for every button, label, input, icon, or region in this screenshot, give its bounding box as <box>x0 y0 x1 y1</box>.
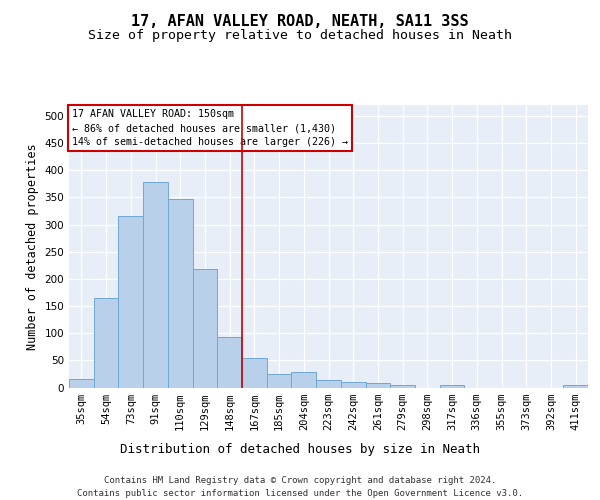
Text: Distribution of detached houses by size in Neath: Distribution of detached houses by size … <box>120 442 480 456</box>
Bar <box>341 382 365 388</box>
Y-axis label: Number of detached properties: Number of detached properties <box>26 143 39 350</box>
Bar <box>118 216 143 388</box>
Bar <box>193 269 217 388</box>
Bar <box>292 372 316 388</box>
Bar <box>316 380 341 388</box>
Text: 17, AFAN VALLEY ROAD, NEATH, SA11 3SS: 17, AFAN VALLEY ROAD, NEATH, SA11 3SS <box>131 14 469 29</box>
Bar <box>94 298 118 388</box>
Bar <box>168 199 193 388</box>
Text: Contains public sector information licensed under the Open Government Licence v3: Contains public sector information licen… <box>77 489 523 498</box>
Text: Contains HM Land Registry data © Crown copyright and database right 2024.: Contains HM Land Registry data © Crown c… <box>104 476 496 485</box>
Bar <box>440 385 464 388</box>
Bar <box>143 182 168 388</box>
Text: Size of property relative to detached houses in Neath: Size of property relative to detached ho… <box>88 29 512 42</box>
Bar <box>267 374 292 388</box>
Bar <box>69 380 94 388</box>
Text: 17 AFAN VALLEY ROAD: 150sqm
← 86% of detached houses are smaller (1,430)
14% of : 17 AFAN VALLEY ROAD: 150sqm ← 86% of det… <box>71 109 347 147</box>
Bar <box>242 358 267 388</box>
Bar <box>365 383 390 388</box>
Bar <box>217 337 242 388</box>
Bar <box>390 385 415 388</box>
Bar <box>563 385 588 388</box>
